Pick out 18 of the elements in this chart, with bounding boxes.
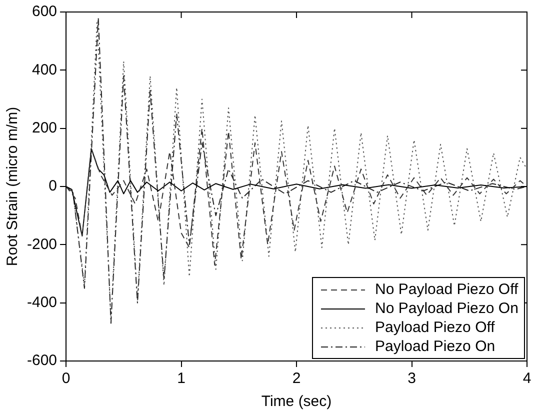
legend-label: Payload Piezo Off: [375, 318, 495, 337]
x-tick-label: 0: [62, 370, 70, 388]
x-tick-label: 4: [522, 370, 532, 388]
y-tick-label: 200: [32, 119, 58, 136]
x-axis-title: Time (sec): [261, 393, 332, 410]
y-tick-label: 0: [48, 178, 58, 195]
y-tick-label: 400: [32, 61, 58, 78]
legend-label: No Payload Piezo On: [375, 299, 518, 318]
x-tick-label: 2: [292, 370, 301, 388]
x-tick-label: 1: [177, 370, 186, 388]
y-axis-title: Root Strain (micro m/m): [4, 106, 22, 266]
y-tick-label: -400: [26, 294, 58, 311]
y-tick-label: -200: [26, 236, 58, 253]
y-tick-label: 600: [32, 3, 58, 20]
x-tick-label: 3: [408, 370, 416, 388]
y-tick-label: -600: [26, 352, 58, 370]
legend-label: No Payload Piezo Off: [375, 280, 518, 299]
legend-label: Payload Piezo On: [375, 337, 496, 356]
